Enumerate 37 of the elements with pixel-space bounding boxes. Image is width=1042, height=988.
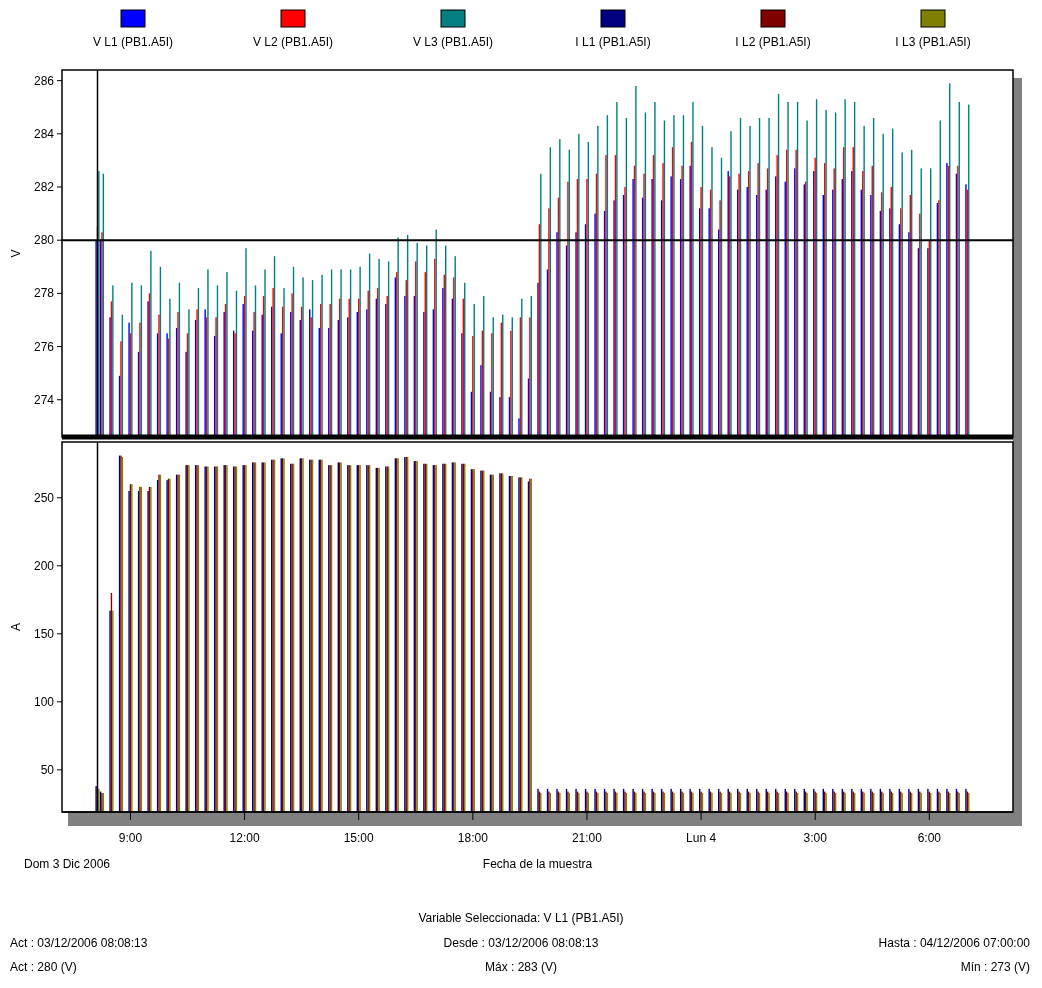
- x-tick-label: 12:00: [229, 831, 260, 845]
- y-axis-title: V: [9, 249, 23, 258]
- legend-label: I L3 (PB1.A5I): [895, 35, 971, 49]
- legend-label: V L1 (PB1.A5I): [92, 35, 174, 49]
- text: Hasta : 04/12/2006 07:00:00: [878, 936, 1031, 950]
- text: Act : 280 (V): [10, 960, 77, 974]
- x-tick-label: 18:00: [457, 831, 489, 845]
- x-axis-title: Fecha de la muestra: [482, 857, 593, 871]
- x-tick-label: 9:00: [118, 831, 143, 845]
- x-tick-label: 21:00: [571, 831, 603, 845]
- legend-label: V L2 (PB1.A5I): [252, 35, 334, 49]
- y-tick-label: 278: [33, 286, 55, 301]
- legend-label: I L2 (PB1.A5I): [735, 35, 811, 49]
- x-tick-label: 15:00: [343, 831, 375, 845]
- y-axis-title: A: [9, 622, 23, 632]
- y-tick-label: 282: [33, 180, 55, 195]
- text: Variable Seleccionada: V L1 (PB1.A5I): [418, 911, 624, 925]
- text: Máx : 283 (V): [484, 960, 558, 974]
- y-tick-label: 284: [33, 126, 55, 141]
- x-tick-label: Lun 4: [686, 831, 717, 845]
- text: Dom 3 Dic 2006: [24, 857, 111, 871]
- y-tick-label: 280: [33, 233, 55, 248]
- y-tick-label: 150: [33, 626, 55, 641]
- y-tick-label: 286: [33, 73, 55, 88]
- y-tick-label: 250: [33, 490, 55, 505]
- text: Mín : 273 (V): [960, 960, 1030, 974]
- legend-label: I L1 (PB1.A5I): [575, 35, 651, 49]
- y-tick-label: 100: [33, 694, 55, 709]
- text: Act : 03/12/2006 08:08:13: [10, 936, 148, 950]
- y-tick-label: 50: [40, 762, 55, 777]
- y-tick-label: 200: [33, 558, 55, 573]
- x-tick-label: 6:00: [917, 831, 942, 845]
- y-tick-label: 274: [33, 392, 55, 407]
- y-tick-label: 276: [33, 339, 55, 354]
- legend-label: V L3 (PB1.A5I): [412, 35, 494, 49]
- x-tick-label: 3:00: [803, 831, 828, 845]
- text: Desde : 03/12/2006 08:08:13: [443, 936, 599, 950]
